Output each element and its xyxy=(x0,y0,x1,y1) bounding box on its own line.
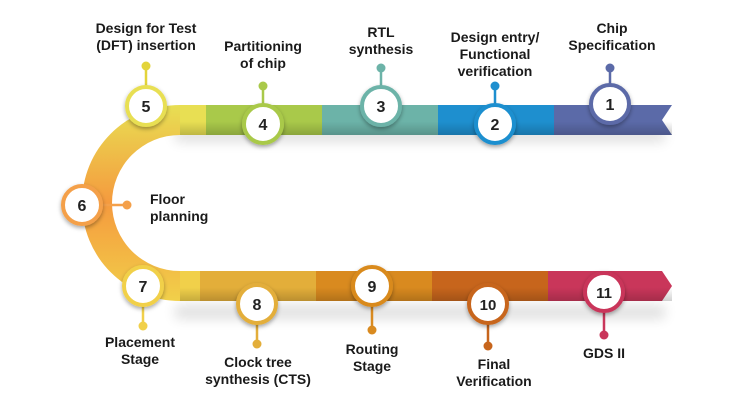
step-number-8: 8 xyxy=(253,297,262,314)
step-badge-5: 5 xyxy=(125,85,167,127)
step-number-9: 9 xyxy=(368,279,377,296)
connector-dot-6 xyxy=(122,200,132,210)
connector-dot-4 xyxy=(258,81,268,91)
connector-dot-2 xyxy=(490,81,500,91)
step-label-5: Design for Test (DFT) insertion xyxy=(95,20,197,53)
step-label-10: Final Verification xyxy=(456,356,532,389)
connector-dot-7 xyxy=(138,321,148,331)
step-number-7: 7 xyxy=(139,279,148,296)
connector-dot-3 xyxy=(376,63,386,73)
step-label-7: Placement Stage xyxy=(104,334,176,367)
connector-dot-9 xyxy=(367,325,377,335)
step-badge-9: 9 xyxy=(351,265,393,307)
connector-dot-11 xyxy=(599,330,609,340)
step-badge-3: 3 xyxy=(360,85,402,127)
connector-dot-1 xyxy=(605,63,615,73)
step-badge-7: 7 xyxy=(122,265,164,307)
step-label-9: Routing Stage xyxy=(345,341,399,374)
connector-dot-8 xyxy=(252,339,262,349)
step-number-11: 11 xyxy=(596,285,612,302)
step-label-4: Partitioning of chip xyxy=(224,38,302,71)
step-number-5: 5 xyxy=(142,99,151,116)
step-connectors xyxy=(99,61,615,351)
step-label-6: Floor planning xyxy=(150,191,209,224)
step-badge-1: 1 xyxy=(589,83,631,125)
step-number-2: 2 xyxy=(491,117,500,134)
step-label-1: Chip Specification xyxy=(568,20,656,53)
connector-dot-5 xyxy=(141,61,151,71)
step-number-4: 4 xyxy=(259,117,268,134)
step-label-11: GDS II xyxy=(582,345,625,361)
connector-dot-10 xyxy=(483,341,493,351)
step-badge-10: 10 xyxy=(467,283,509,325)
bottom-band-shadow xyxy=(175,305,665,319)
step-badge-4: 4 xyxy=(242,103,284,145)
step-badge-6: 6 xyxy=(61,184,103,226)
step-number-10: 10 xyxy=(480,297,497,314)
step-label-2: Design entry/ Functional verification xyxy=(450,29,540,79)
curve-connector xyxy=(82,105,180,301)
step-badge-8: 8 xyxy=(236,283,278,325)
step-number-6: 6 xyxy=(78,198,87,215)
step-label-3: RTL synthesis xyxy=(348,24,414,57)
step-number-3: 3 xyxy=(377,99,386,116)
step-number-1: 1 xyxy=(606,97,615,114)
step-badge-11: 11 xyxy=(583,271,625,313)
step-label-8: Clock tree synthesis (CTS) xyxy=(205,354,311,387)
step-badge-2: 2 xyxy=(474,103,516,145)
